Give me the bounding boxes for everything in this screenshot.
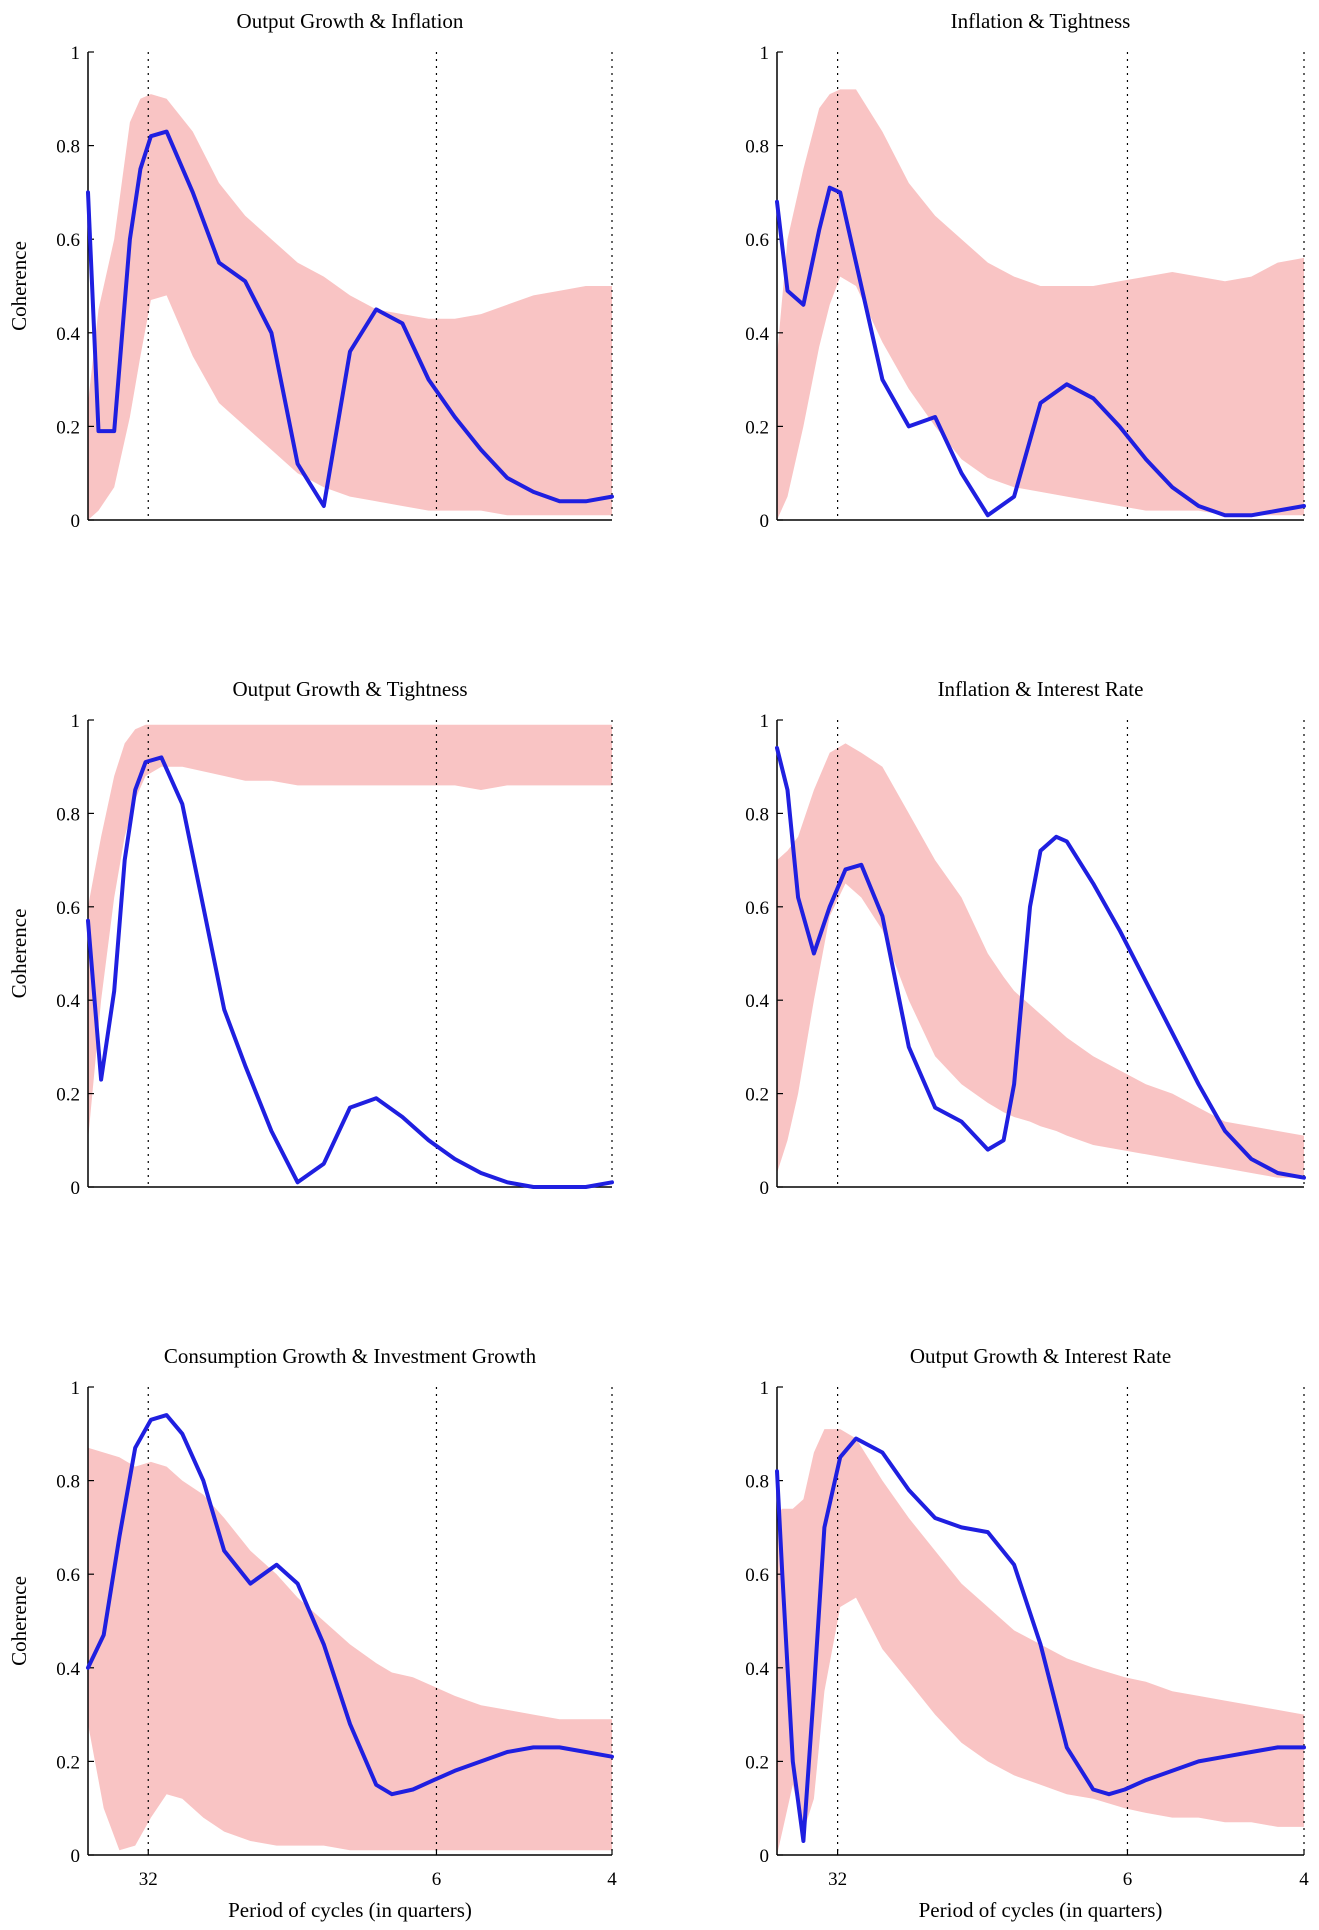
panel-title: Inflation & Interest Rate: [938, 677, 1144, 701]
y-tick-label: 0.2: [745, 1752, 769, 1773]
coherence-line: [775, 746, 1306, 1180]
y-tick-label: 0.8: [56, 1472, 80, 1493]
x-tick-label: 6: [1123, 1869, 1133, 1890]
coherence-line: [86, 129, 614, 508]
y-axis-label: Coherence: [7, 241, 31, 331]
x-tick-label: 4: [607, 1869, 617, 1890]
y-tick-label: 0.8: [745, 1472, 769, 1493]
x-tick-label: 6: [432, 1869, 442, 1890]
confidence-band: [88, 1447, 612, 1851]
confidence-band: [88, 724, 612, 1141]
y-tick-label: 0.8: [745, 137, 769, 158]
y-tick-label: 0: [71, 511, 81, 532]
y-tick-label: 1: [760, 711, 770, 732]
coherence-line: [775, 185, 1306, 518]
y-axis-label: Coherence: [7, 909, 31, 999]
y-tick-label: 0.2: [745, 417, 769, 438]
confidence-band: [88, 94, 612, 520]
y-tick-label: 1: [71, 43, 81, 64]
y-tick-label: 0: [760, 1846, 770, 1867]
y-tick-label: 0.4: [745, 324, 769, 345]
y-tick-label: 0.8: [745, 804, 769, 825]
y-tick-label: 0.6: [745, 1565, 769, 1586]
y-tick-label: 0.2: [56, 1085, 80, 1106]
coherence-line: [86, 1413, 614, 1797]
coherence-line: [86, 755, 614, 1189]
y-tick-label: 0.2: [745, 1085, 769, 1106]
y-tick-label: 0: [71, 1846, 81, 1867]
chart-panel-2: 0 0.2 0.4 0.6 0.8 1 Inflation & Tightness: [745, 9, 1306, 532]
y-tick-label: 1: [760, 1378, 770, 1399]
y-tick-label: 0.6: [56, 1565, 80, 1586]
y-tick-label: 0.4: [56, 991, 80, 1012]
y-tick-label: 1: [760, 43, 770, 64]
x-axis-label: Period of cycles (in quarters): [228, 1898, 472, 1922]
x-axis-label: Period of cycles (in quarters): [919, 1898, 1163, 1922]
chart-panel-5: 0 0.2 0.4 0.6 0.8 1 32 6 4 Consumption Growth & I…: [7, 1344, 617, 1922]
confidence-band: [777, 1429, 1304, 1855]
y-axis-label: Coherence: [7, 1576, 31, 1666]
y-tick-label: 0.6: [745, 898, 769, 919]
chart-panel-4: 0 0.2 0.4 0.6 0.8 1 Inflation & Interest Rate: [745, 677, 1306, 1199]
y-tick-label: 0.6: [56, 898, 80, 919]
y-tick-label: 0.6: [56, 230, 80, 251]
panel-title: Output Growth & Tightness: [232, 677, 467, 701]
x-tick-label: 32: [139, 1869, 158, 1890]
panel-title: Output Growth & Inflation: [237, 9, 464, 33]
x-tick-label: 4: [1299, 1869, 1309, 1890]
y-tick-label: 1: [71, 711, 81, 732]
y-tick-label: 1: [71, 1378, 81, 1399]
chart-panel-6: 0 0.2 0.4 0.6 0.8 1 32 6 4 Output Growth & Intere…: [745, 1344, 1309, 1922]
confidence-band: [777, 743, 1304, 1178]
panel-title: Inflation & Tightness: [951, 9, 1131, 33]
y-tick-label: 0: [760, 1178, 770, 1199]
y-tick-label: 0.4: [56, 324, 80, 345]
y-tick-label: 0.8: [56, 804, 80, 825]
y-tick-label: 0: [71, 1178, 81, 1199]
y-tick-label: 0.6: [745, 230, 769, 251]
y-tick-label: 0.4: [56, 1659, 80, 1680]
y-tick-label: 0.8: [56, 137, 80, 158]
y-tick-label: 0.2: [56, 417, 80, 438]
confidence-band: [777, 89, 1304, 521]
y-tick-label: 0.4: [745, 1659, 769, 1680]
coherence-line: [775, 1436, 1306, 1843]
panel-title: Consumption Growth & Investment Growth: [164, 1344, 537, 1368]
y-tick-label: 0.2: [56, 1752, 80, 1773]
y-tick-label: 0: [760, 511, 770, 532]
y-tick-label: 0.4: [745, 991, 769, 1012]
chart-panel-3: 0 0.2 0.4 0.6 0.8 1 Output Growth & Tightness C…: [7, 677, 614, 1199]
x-tick-label: 32: [828, 1869, 847, 1890]
panel-title: Output Growth & Interest Rate: [910, 1344, 1171, 1368]
chart-panel-1: 0 0.2 0.4 0.6 0.8 1 Output Growth & Inflation C…: [7, 9, 614, 532]
